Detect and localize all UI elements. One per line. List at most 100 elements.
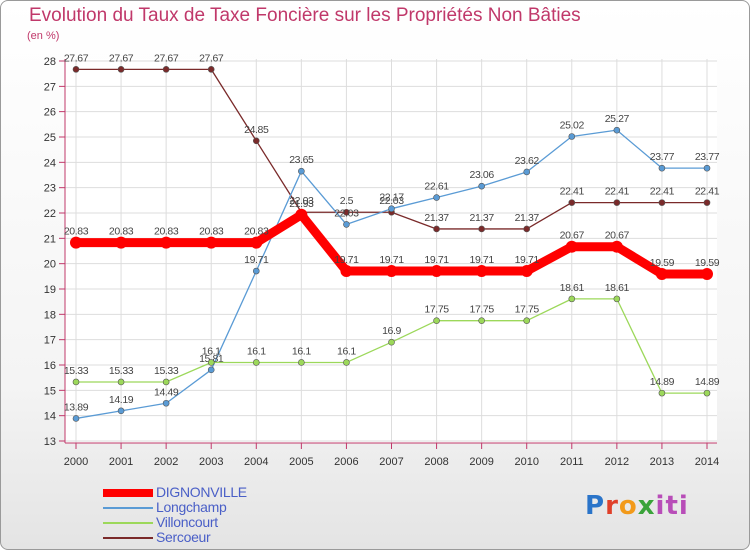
data-label-sercoeur: 22.41: [605, 186, 630, 198]
data-label-dignonville: 20.83: [109, 226, 134, 238]
data-label-dignonville: 19.71: [334, 254, 359, 266]
data-label-longchamp: 14.49: [154, 386, 179, 398]
data-label-sercoeur: 21.37: [515, 212, 540, 224]
y-tick-label: 14: [44, 411, 56, 423]
y-tick-label: 27: [44, 81, 56, 93]
data-label-villoncourt: 16.1: [247, 345, 266, 357]
y-tick-label: 21: [44, 233, 56, 245]
data-label-longchamp: 22.03: [334, 207, 359, 219]
data-label-dignonville: 20.83: [64, 226, 89, 238]
x-tick-label: 2009: [469, 456, 493, 468]
data-label-dignonville: 19.71: [470, 254, 495, 266]
data-label-sercoeur: 22.41: [650, 186, 675, 198]
data-point-longchamp: [658, 164, 666, 172]
data-point-longchamp: [343, 221, 350, 228]
legend-swatch-dignonville: [103, 489, 153, 497]
y-tick-label: 20: [44, 259, 56, 271]
data-label-villoncourt: 14.89: [695, 376, 720, 388]
data-label-sercoeur: 22.41: [695, 186, 720, 198]
data-point-villoncourt: [117, 378, 125, 386]
data-point-villoncourt: [298, 359, 305, 366]
data-label-villoncourt: 18.61: [605, 282, 630, 294]
data-point-villoncourt: [568, 295, 576, 303]
data-point-sercoeur: [613, 199, 621, 206]
y-tick-label: 23: [44, 183, 56, 195]
data-label-dignonville: 20.83: [244, 226, 269, 238]
data-point-villoncourt: [523, 317, 531, 324]
data-label-villoncourt: 17.75: [470, 304, 495, 316]
data-point-sercoeur: [72, 66, 80, 73]
data-label-longchamp: 14.19: [109, 394, 134, 406]
data-label-dignonville: 19.59: [650, 257, 675, 269]
data-point-longchamp: [117, 407, 125, 415]
data-label-longchamp: 23.06: [470, 169, 495, 181]
data-point-sercoeur: [207, 66, 215, 73]
data-point-dignonville: [70, 236, 82, 249]
data-point-longchamp: [162, 399, 170, 407]
data-label-villoncourt: 16.1: [292, 345, 311, 357]
data-point-dignonville: [205, 236, 218, 249]
x-tick-label: 2006: [334, 456, 358, 468]
data-label-sercoeur: 27.67: [64, 52, 89, 64]
y-tick-label: 26: [44, 107, 56, 119]
data-point-dignonville: [250, 236, 263, 249]
data-point-longchamp: [72, 415, 80, 422]
data-label-longchamp: 23.62: [515, 155, 540, 167]
data-label-longchamp: 19.71: [244, 254, 269, 266]
data-label-longchamp: 23.65: [289, 154, 314, 166]
data-label-dignonville: 19.59: [695, 257, 720, 269]
x-tick-label: 2005: [289, 456, 313, 468]
data-label-sercoeur: 27.67: [199, 52, 224, 64]
data-label-villoncourt: 17.75: [515, 304, 540, 316]
data-point-longchamp: [568, 133, 576, 140]
unit-label: (en %): [27, 30, 60, 42]
chart-title: Evolution du Taux de Taxe Foncière sur l…: [29, 5, 581, 26]
legend-label-sercoeur: Sercoeur: [156, 529, 211, 545]
data-point-dignonville: [295, 208, 308, 221]
data-point-longchamp: [388, 205, 395, 212]
y-tick-label: 13: [44, 436, 56, 448]
y-tick-label: 18: [44, 309, 56, 321]
y-tick-label: 25: [44, 132, 56, 144]
data-label-longchamp: 25.02: [560, 119, 585, 131]
data-label-villoncourt: 15.33: [64, 365, 89, 377]
data-point-villoncourt: [343, 359, 350, 366]
legend-swatch-villoncourt: [103, 522, 153, 524]
data-point-dignonville: [430, 265, 443, 278]
data-point-longchamp: [252, 267, 260, 275]
y-tick-label: 15: [44, 385, 56, 397]
x-tick-label: 2000: [64, 456, 88, 468]
data-label-sercoeur: 27.67: [154, 52, 179, 64]
data-label-sercoeur: 27.67: [109, 52, 134, 64]
data-point-dignonville: [160, 236, 173, 249]
x-tick-label: 2008: [424, 456, 448, 468]
data-label-dignonville: 20.83: [199, 226, 224, 238]
y-tick-label: 22: [44, 208, 56, 220]
data-point-sercoeur: [658, 199, 666, 206]
legend-label-villoncourt: Villoncourt: [156, 514, 218, 530]
data-point-sercoeur: [117, 66, 125, 73]
data-label-dignonville: 20.83: [154, 226, 179, 238]
x-tick-label: 2013: [650, 456, 674, 468]
data-label-villoncourt: 15.33: [109, 365, 134, 377]
data-point-dignonville: [610, 240, 623, 253]
data-label-dignonville: 20.67: [560, 230, 585, 242]
data-label-sercoeur: 21.37: [470, 212, 495, 224]
data-point-sercoeur: [478, 225, 485, 233]
data-label-dignonville: 19.71: [515, 254, 540, 266]
data-point-longchamp: [523, 168, 531, 176]
data-label-villoncourt: 17.75: [424, 304, 449, 316]
x-tick-label: 2002: [154, 456, 178, 468]
data-point-sercoeur: [343, 208, 350, 216]
y-tick-label: 28: [44, 56, 56, 68]
data-label-sercoeur: 22.41: [560, 186, 585, 198]
data-point-villoncourt: [703, 389, 711, 397]
data-point-sercoeur: [568, 199, 576, 206]
data-point-villoncourt: [478, 317, 485, 324]
data-label-villoncourt: 16.9: [382, 325, 401, 337]
data-point-sercoeur: [252, 137, 260, 145]
data-point-sercoeur: [523, 225, 531, 233]
y-tick-label: 16: [44, 360, 56, 372]
